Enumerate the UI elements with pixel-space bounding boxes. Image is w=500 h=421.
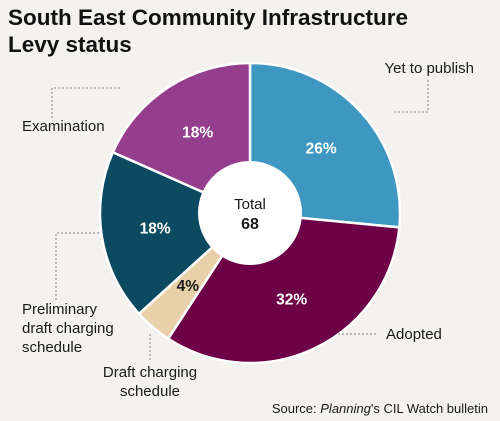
category-labels: Yet to publish Adopted Draft charging sched… <box>22 60 474 400</box>
leader-preliminary_draft_charging_schedule <box>55 232 100 300</box>
category-label-examination: Examination <box>22 118 105 135</box>
chart-title-line-2: Levy status <box>8 32 132 57</box>
leader-examination <box>51 87 120 118</box>
pct-label-preliminary_draft_charging_schedule: 18% <box>140 220 171 237</box>
pct-label-examination: 18% <box>182 125 213 142</box>
pct-label-yet_to_publish: 26% <box>306 141 337 158</box>
chart-title: South East Community Infrastructure Levy… <box>8 4 478 58</box>
source-note: Source: Planning's CIL Watch bulletin <box>272 401 488 416</box>
leader-lines <box>51 80 429 360</box>
category-label-adopted: Adopted <box>386 326 442 343</box>
source-prefix: Source: <box>271 401 321 416</box>
slice-preliminary_draft_charging_schedule <box>98 150 253 316</box>
category-label-yet_to_publish: Yet to publish <box>384 60 474 77</box>
pct-label-draft_charging_schedule: 4% <box>177 278 200 295</box>
source-italic: Planning <box>320 401 371 416</box>
leader-yet_to_publish <box>394 80 429 113</box>
total-label: Total <box>234 196 266 213</box>
category-label-draft_charging_schedule: Draft charging schedule <box>103 364 197 400</box>
percent-labels: 26% 32% 4% 18% 18% <box>140 125 337 309</box>
chart-title-line-1: South East Community Infrastructure <box>8 5 409 30</box>
donut-hole <box>198 161 302 265</box>
pct-label-adopted: 32% <box>276 292 307 309</box>
category-label-preliminary_draft_charging_schedule: Preliminary draft charging schedule <box>22 301 114 356</box>
total-value: 68 <box>241 216 259 233</box>
source-suffix: 's CIL Watch bulletin <box>370 401 488 416</box>
